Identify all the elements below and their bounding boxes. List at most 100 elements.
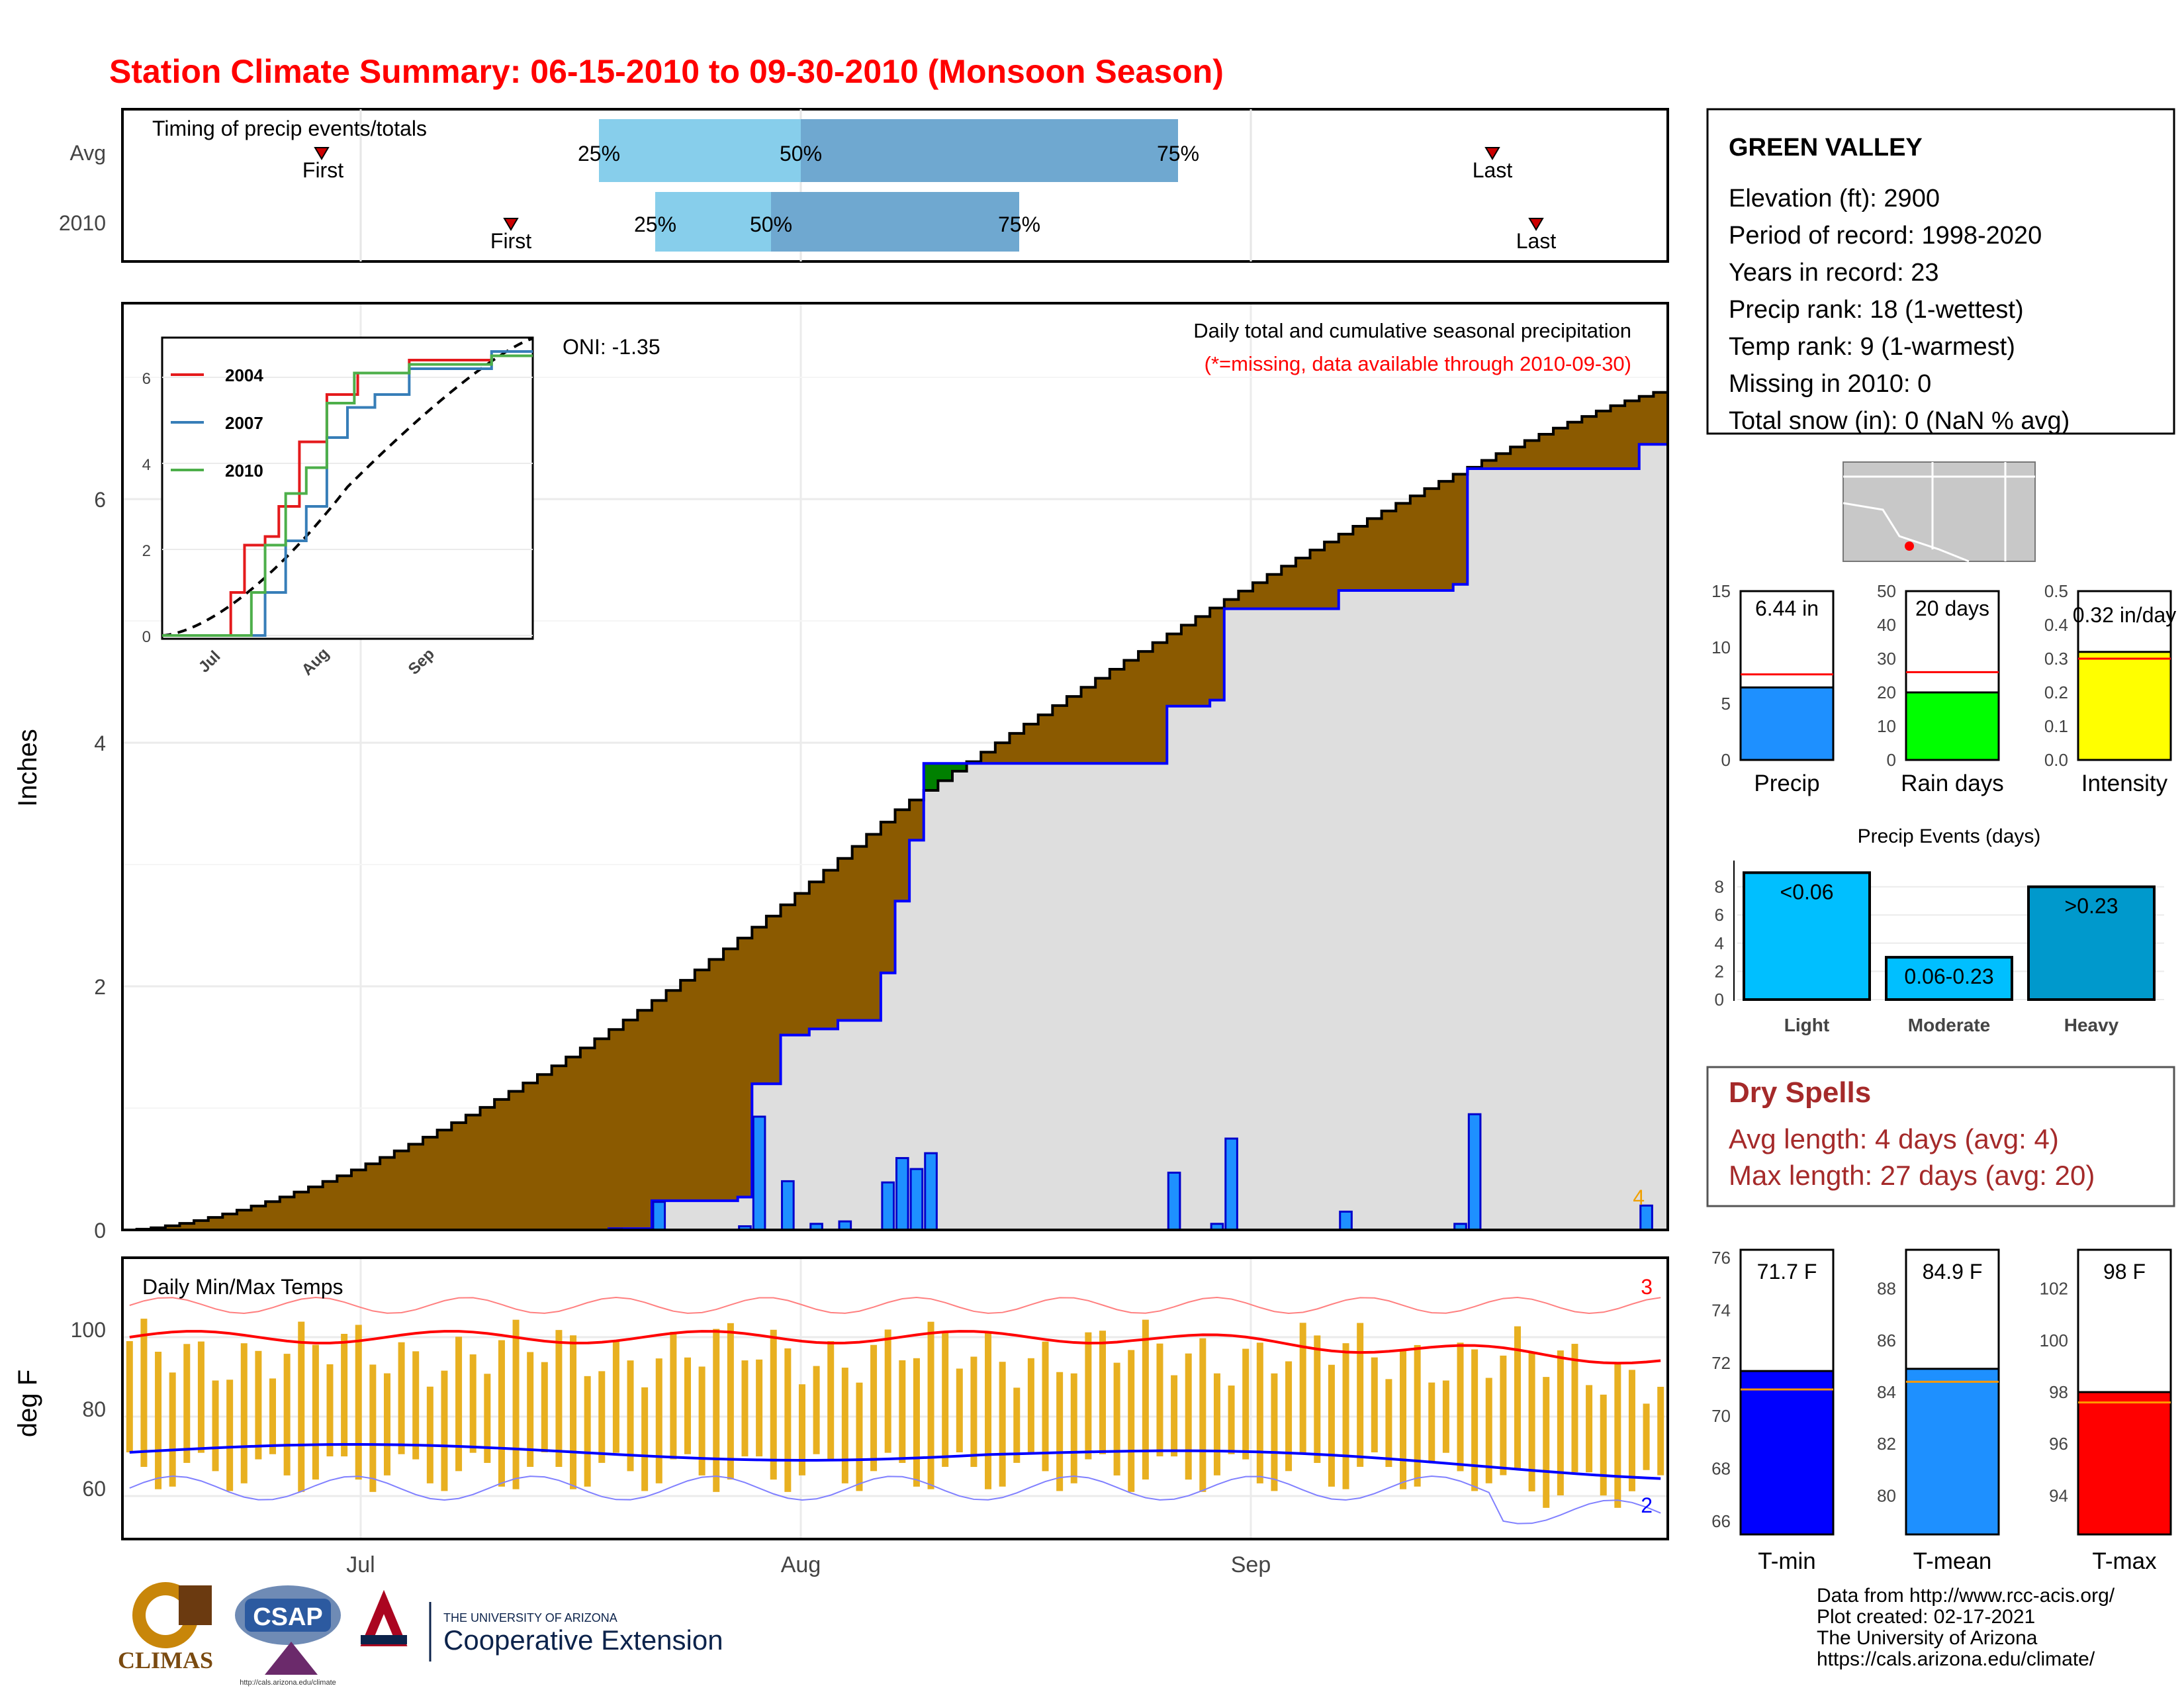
temp-range-bar <box>1256 1342 1263 1483</box>
temp-range-bar <box>1528 1352 1535 1491</box>
temp-label: Daily Min/Max Temps <box>142 1275 343 1299</box>
temp-range-bar <box>770 1329 777 1480</box>
daily-precip-bar <box>924 1152 938 1231</box>
temp-range-bar <box>1199 1338 1206 1492</box>
temp-range-bar <box>412 1351 420 1460</box>
row-2010: 2010 <box>59 211 106 235</box>
temp-range-bar <box>727 1323 734 1480</box>
climas-text: CLIMAS <box>118 1647 213 1673</box>
temp-mini-ytick: 102 <box>2040 1279 2068 1299</box>
station-name: GREEN VALLEY <box>1729 134 1923 162</box>
temp-range-bar <box>1113 1362 1120 1476</box>
temp-ytick-80: 80 <box>82 1397 106 1421</box>
temp-range-bar <box>927 1321 934 1489</box>
inset-chart: 2004 2007 2010 0 2 4 6 Jul Aug Sep <box>142 336 534 679</box>
temp-range-bar <box>713 1329 720 1492</box>
mini-ytick: 0.1 <box>2044 716 2068 736</box>
corner-count: 4 <box>1633 1186 1645 1209</box>
events-cat-moderate: Moderate <box>1908 1015 1990 1035</box>
events-ytick: 4 <box>1715 933 1724 953</box>
temp-range-bar <box>798 1384 805 1476</box>
temp-range-bar <box>942 1331 949 1467</box>
temp-range-bar <box>570 1335 577 1489</box>
temp-range-bar <box>512 1319 520 1489</box>
events-bar-label: <0.06 <box>1780 880 1834 904</box>
temp-mini-ytick: 70 <box>1711 1406 1731 1426</box>
ua-small-text: THE UNIVERSITY OF ARIZONA <box>443 1611 617 1624</box>
obs-fill-area <box>122 444 1668 1231</box>
intensity-value: 0.32 in/day <box>2073 603 2177 627</box>
precip-events-chart: Precip Events (days) 0 2 4 6 8 <0.06 0.06-0.2… <box>1715 825 2164 1035</box>
temp-range-bar <box>1328 1364 1335 1487</box>
main-ytick-2: 2 <box>94 975 106 999</box>
temp-panel: Daily Min/Max Temps deg F 60 80 100 3 2 … <box>13 1256 1669 1577</box>
temp-range-bar <box>841 1368 848 1483</box>
inset-legend-2004: 2004 <box>225 365 263 385</box>
y2010-p25: 25% <box>634 212 676 236</box>
temp-range-bar <box>240 1343 248 1483</box>
timing-label: Timing of precip events/totals <box>152 117 427 140</box>
mini-ytick: 30 <box>1877 649 1896 669</box>
avg-min-line <box>129 1443 1661 1480</box>
temp-range-bar <box>1371 1357 1378 1453</box>
events-ytick: 8 <box>1715 877 1724 897</box>
avg-last: Last <box>1473 158 1513 182</box>
tmean-value: 84.9 F <box>1923 1260 1983 1284</box>
temp-range-bar <box>1056 1372 1064 1491</box>
temp-range-bar <box>1400 1350 1407 1489</box>
footer-line-1: Plot created: 02-17-2021 <box>1817 1606 2035 1628</box>
temp-range-bar <box>1614 1362 1621 1508</box>
temp-range-bar <box>1385 1379 1392 1468</box>
temp-range-bar <box>1085 1332 1092 1460</box>
temp-range-bar <box>426 1386 433 1483</box>
precip-total-chart: 6.44 in Precip 0 5 10 15 <box>1711 581 1835 796</box>
inset-ytick-6: 6 <box>142 370 151 388</box>
temp-range-bar <box>641 1387 649 1491</box>
locator-map <box>1843 461 2036 563</box>
y2010-p50: 50% <box>750 212 792 236</box>
temp-range-bar <box>913 1358 920 1487</box>
ua-big-text: Cooperative Extension <box>443 1624 723 1656</box>
temp-range-bar <box>326 1364 334 1457</box>
mini-ytick: 40 <box>1877 615 1896 635</box>
temp-range-bar <box>1414 1344 1421 1487</box>
footer-line-3: https://cals.arizona.edu/climate/ <box>1817 1648 2095 1670</box>
count-max: 3 <box>1641 1275 1653 1299</box>
tmin-chart: 71.7 F T-min 66 68 70 72 74 76 <box>1711 1248 1835 1574</box>
raindays-value: 20 days <box>1915 596 1989 620</box>
temp-range-bar <box>1156 1343 1163 1457</box>
daily-precip-bars <box>609 1113 1653 1231</box>
temp-range-bar <box>1485 1378 1492 1483</box>
csap-text: CSAP <box>253 1603 323 1631</box>
temp-mini-ytick: 96 <box>2049 1434 2068 1454</box>
temp-range-bar <box>813 1366 820 1454</box>
main-ytick-4: 4 <box>94 731 106 755</box>
temp-mini-ytick: 100 <box>2040 1331 2068 1350</box>
temp-range-bar <box>155 1352 162 1489</box>
temp-range-bar <box>298 1321 305 1492</box>
main-ylabel: Inches <box>13 729 42 807</box>
temp-range-bar <box>398 1342 405 1454</box>
ua-logo: THE UNIVERSITY OF ARIZONA Cooperative Ex… <box>360 1589 723 1662</box>
station-line-5: Missing in 2010: 0 <box>1729 370 1931 398</box>
temp-range-bar <box>1471 1349 1479 1491</box>
temp-range-bar <box>355 1325 362 1480</box>
footer-line-0: Data from http://www.rcc-acis.org/ <box>1817 1585 2115 1607</box>
temp-mini-ytick: 94 <box>2049 1485 2068 1505</box>
main-ytick-6: 6 <box>94 488 106 512</box>
temp-range-bar <box>1628 1370 1635 1491</box>
csap-logo: CSAP http://cals.arizona.edu/climate <box>235 1585 341 1687</box>
temp-range-bar <box>169 1372 176 1487</box>
y2010-first: First <box>490 229 531 253</box>
y2010-p75: 75% <box>998 212 1040 236</box>
station-info: GREEN VALLEY Elevation (ft): 2900 Period… <box>1706 108 2175 435</box>
temp-range-bar <box>684 1357 692 1454</box>
inset-ytick-0: 0 <box>142 628 151 646</box>
inset-line-2010 <box>162 354 533 637</box>
tmin-value: 71.7 F <box>1757 1260 1817 1284</box>
temp-mini-ytick: 76 <box>1711 1248 1731 1268</box>
temp-range-bar <box>1228 1385 1235 1454</box>
daily-precip-bar <box>781 1180 795 1231</box>
temp-range-bar <box>970 1356 978 1468</box>
mini-ytick: 0.0 <box>2044 750 2068 770</box>
